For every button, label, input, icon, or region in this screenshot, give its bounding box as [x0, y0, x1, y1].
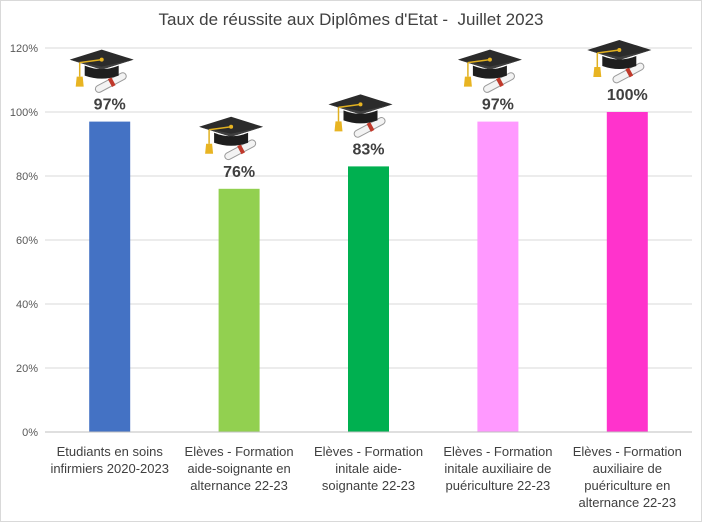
category-label: Elèves - Formation initale aide-soignante… [314, 444, 423, 493]
y-tick-label: 0% [22, 427, 38, 439]
bar [218, 188, 260, 432]
data-label: 76% [223, 164, 255, 181]
bar [89, 121, 131, 432]
data-label: 83% [352, 141, 384, 158]
chart-title: Taux de réussite aux Diplômes d'Etat - J… [158, 10, 544, 29]
bar [477, 121, 519, 432]
y-tick-label: 40% [16, 299, 38, 311]
category-label: Elèves - Formation aide-soignante en alter… [185, 444, 294, 493]
data-label: 100% [607, 87, 648, 104]
bar [348, 166, 389, 432]
category-label: Elèves - Formation initale auxiliaire de p… [443, 444, 552, 493]
y-tick-label: 100% [10, 107, 38, 119]
y-tick-label: 120% [10, 43, 38, 55]
y-tick-label: 80% [16, 171, 38, 183]
graduation-cap-icon [199, 116, 264, 161]
graduation-cap-icon [69, 49, 134, 93]
y-tick-label: 60% [16, 235, 38, 247]
data-label: 97% [94, 97, 126, 114]
graduation-cap-icon [587, 40, 652, 84]
graduation-cap-icon [328, 94, 393, 138]
category-label: Etudiants en soins infirmiers 2020-2023 [50, 444, 169, 476]
graduation-cap-icon [457, 49, 522, 93]
data-label: 97% [482, 97, 514, 114]
bar [606, 112, 648, 432]
y-tick-label: 20% [16, 363, 38, 375]
category-label: Elèves - Formation auxiliaire de puéricult… [573, 444, 682, 510]
